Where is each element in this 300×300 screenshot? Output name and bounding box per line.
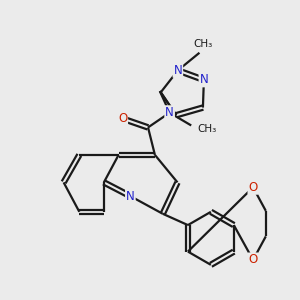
Text: N: N [200,74,208,86]
Text: N: N [126,190,135,202]
Text: CH₃: CH₃ [197,124,216,134]
Text: O: O [118,112,127,125]
Text: O: O [248,181,258,194]
Text: O: O [248,254,258,266]
Text: N: N [165,106,174,119]
Text: CH₃: CH₃ [194,39,213,49]
Text: N: N [173,64,182,77]
